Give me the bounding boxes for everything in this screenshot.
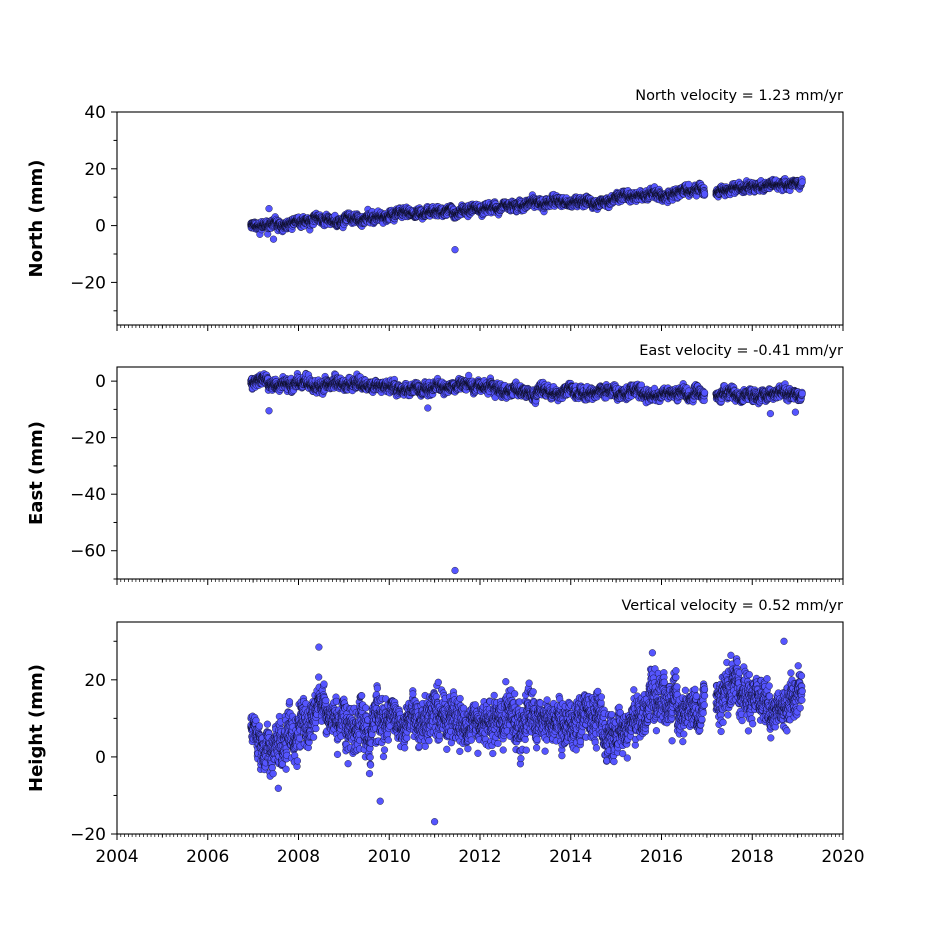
y-tick-label: 20	[84, 160, 106, 180]
outlier-point	[266, 205, 273, 212]
outlier-point	[452, 246, 459, 253]
y-tick-label: 40	[84, 103, 106, 123]
outlier-point	[685, 181, 692, 188]
y-tick-label: −20	[70, 273, 106, 293]
outlier-point	[270, 236, 277, 243]
data-point	[799, 179, 806, 186]
north-velocity-title: North velocity = 1.23 mm/yr	[635, 88, 843, 104]
data-point	[701, 191, 708, 198]
y-tick-label: 0	[95, 217, 106, 237]
north-ylabel: North (mm)	[26, 160, 47, 278]
